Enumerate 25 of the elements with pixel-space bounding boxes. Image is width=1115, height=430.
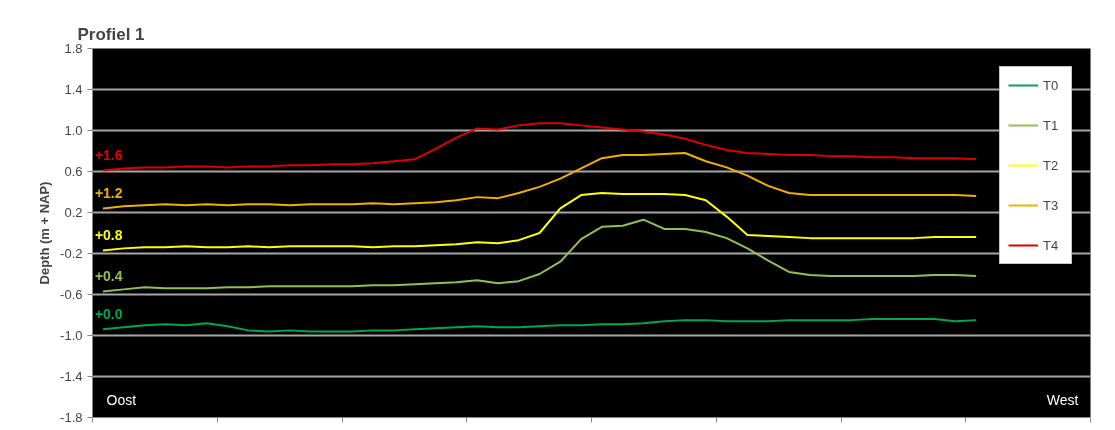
y-tick-label: 0.2: [64, 205, 83, 220]
line-series: [101, 318, 978, 333]
annotation: +0.0: [94, 306, 123, 323]
annotation: +1.6: [94, 147, 123, 164]
legend-label: T2: [1043, 157, 1060, 173]
y-tick-label: 1.8: [64, 41, 83, 56]
legend-label: T3: [1043, 197, 1060, 213]
annotation: +1.2: [94, 185, 123, 202]
legend-label: T0: [1043, 77, 1060, 93]
chart-title: Profiel 1: [77, 24, 145, 44]
annotation: Oost: [106, 391, 137, 408]
annotation: +0.8: [94, 227, 123, 244]
annotation: +0.4: [94, 268, 123, 285]
y-tick-label: -0.6: [60, 287, 83, 302]
legend-label: T1: [1043, 117, 1060, 133]
y-tick-label: 1.0: [64, 123, 83, 138]
y-axis-title: Depth (m + NAP): [37, 181, 53, 285]
annotation: West: [1046, 391, 1079, 408]
y-tick-label: -1.8: [60, 410, 83, 425]
legend-label: T4: [1043, 237, 1060, 253]
y-tick-label: 1.4: [64, 82, 83, 97]
y-tick-label: -0.2: [60, 246, 83, 261]
y-tick-label: 0.6: [64, 164, 83, 179]
y-tick-label: -1.0: [60, 328, 83, 343]
y-tick-label: -1.4: [60, 369, 83, 384]
